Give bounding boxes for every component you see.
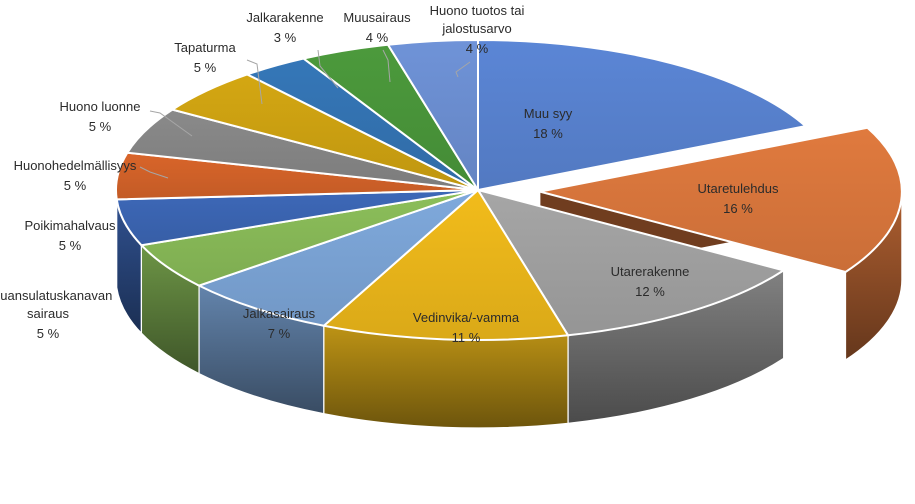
- slice-label-line: sairaus: [27, 306, 69, 321]
- slice-percent-vedinvika-vamma: 11 %: [452, 330, 481, 345]
- slice-label-huono-tuotos-tai-jalostusarvo: Huono tuotos tai jalostusarvo 4 %: [430, 3, 525, 56]
- slice-label-tapaturma: Tapaturma 5 %: [174, 40, 236, 75]
- slice-label-line: Huono luonne: [60, 99, 141, 114]
- slice-percent-muu-syy: 18 %: [533, 126, 563, 141]
- slice-label-line: Utarerakenne: [611, 264, 690, 279]
- slice-percent-utarerakenne: 12 %: [635, 284, 665, 299]
- pie-slice-utaretulehdus: [539, 126, 903, 274]
- slice-percent-jalkasairaus: 7 %: [268, 326, 291, 341]
- slice-label-line: Jalkarakenne: [246, 10, 323, 25]
- slice-label-line: Utaretulehdus: [698, 181, 779, 196]
- leader-line-muusairaus: [382, 49, 391, 83]
- slice-percent-poikimahalvaus: 5 %: [59, 238, 82, 253]
- pie-top-faces: [115, 38, 903, 341]
- slice-percent-ruuansulatuskanavan-sairaus: 5 %: [37, 326, 60, 341]
- pie-slice-jalkasairaus: [196, 189, 479, 327]
- slice-label-poikimahalvaus: Poikimahalvaus 5 %: [24, 218, 116, 253]
- slice-label-huono-luonne: Huono luonne 5 %: [60, 99, 141, 134]
- slice-label-line: Muu syy: [524, 106, 573, 121]
- slice-label-line: Huono tuotos tai: [430, 3, 525, 18]
- slice-label-line: Tapaturma: [174, 40, 236, 55]
- slice-label-line: Muusairaus: [343, 10, 411, 25]
- slice-label-utaretulehdus: Utaretulehdus 16 %: [698, 181, 779, 216]
- slice-label-vedinvika-vamma: Vedinvika/-vamma 11 %: [413, 310, 520, 345]
- leader-line-tapaturma: [246, 59, 263, 105]
- slice-label-line: Ruuansulatuskanavan: [0, 288, 112, 303]
- pie-slice-huono-tuotos-tai-jalostusarvo: [386, 38, 479, 194]
- slice-label-muu-syy: Muu syy 18 %: [524, 106, 573, 141]
- slice-label-utarerakenne: Utarerakenne 12 %: [611, 264, 690, 299]
- pie-labels: Muu syy 18 % Utaretulehdus 16 % Utarerakenne…: [0, 3, 779, 345]
- leader-line-huono-tuotos-tai-jalostusarvo: [455, 61, 471, 78]
- slice-label-ruuansulatuskanavan-sairaus: Ruuansulatuskanavan sairaus 5 %: [0, 288, 112, 341]
- slice-label-muusairaus: Muusairaus 4 %: [343, 10, 411, 45]
- slice-label-line: Jalkasairaus: [243, 306, 316, 321]
- pie-slice-utarerakenne: [475, 188, 787, 337]
- leader-line-huono-luonne: [149, 110, 193, 137]
- slice-label-line: Vedinvika/-vamma: [413, 310, 520, 325]
- slice-label-line: Huonohedelmällisyys: [14, 158, 137, 173]
- slice-label-jalkarakenne: Jalkarakenne 3 %: [246, 10, 323, 45]
- slice-label-jalkasairaus: Jalkasairaus 7 %: [243, 306, 316, 341]
- pie-slice-muu-syy: [477, 38, 808, 192]
- slice-percent-huono-luonne: 5 %: [89, 119, 112, 134]
- pie-side-vedinvika-vamma: [323, 324, 569, 429]
- leader-line-huonohedelm-llisyys: [139, 166, 169, 179]
- slice-percent-huono-tuotos-tai-jalostusarvo: 4 %: [466, 41, 489, 56]
- slice-percent-huonohedelm-llisyys: 5 %: [64, 178, 87, 193]
- pie-slice-vedinvika-vamma: [321, 188, 570, 341]
- slice-label-huonohedelm-llisyys: Huonohedelmällisyys 5 %: [14, 158, 137, 193]
- slice-percent-tapaturma: 5 %: [194, 60, 217, 75]
- slice-percent-muusairaus: 4 %: [366, 30, 389, 45]
- slice-label-line: jalostusarvo: [441, 21, 511, 36]
- slice-percent-utaretulehdus: 16 %: [723, 201, 753, 216]
- slice-label-line: Poikimahalvaus: [24, 218, 116, 233]
- leader-line-jalkarakenne: [317, 49, 339, 89]
- slice-percent-jalkarakenne: 3 %: [274, 30, 297, 45]
